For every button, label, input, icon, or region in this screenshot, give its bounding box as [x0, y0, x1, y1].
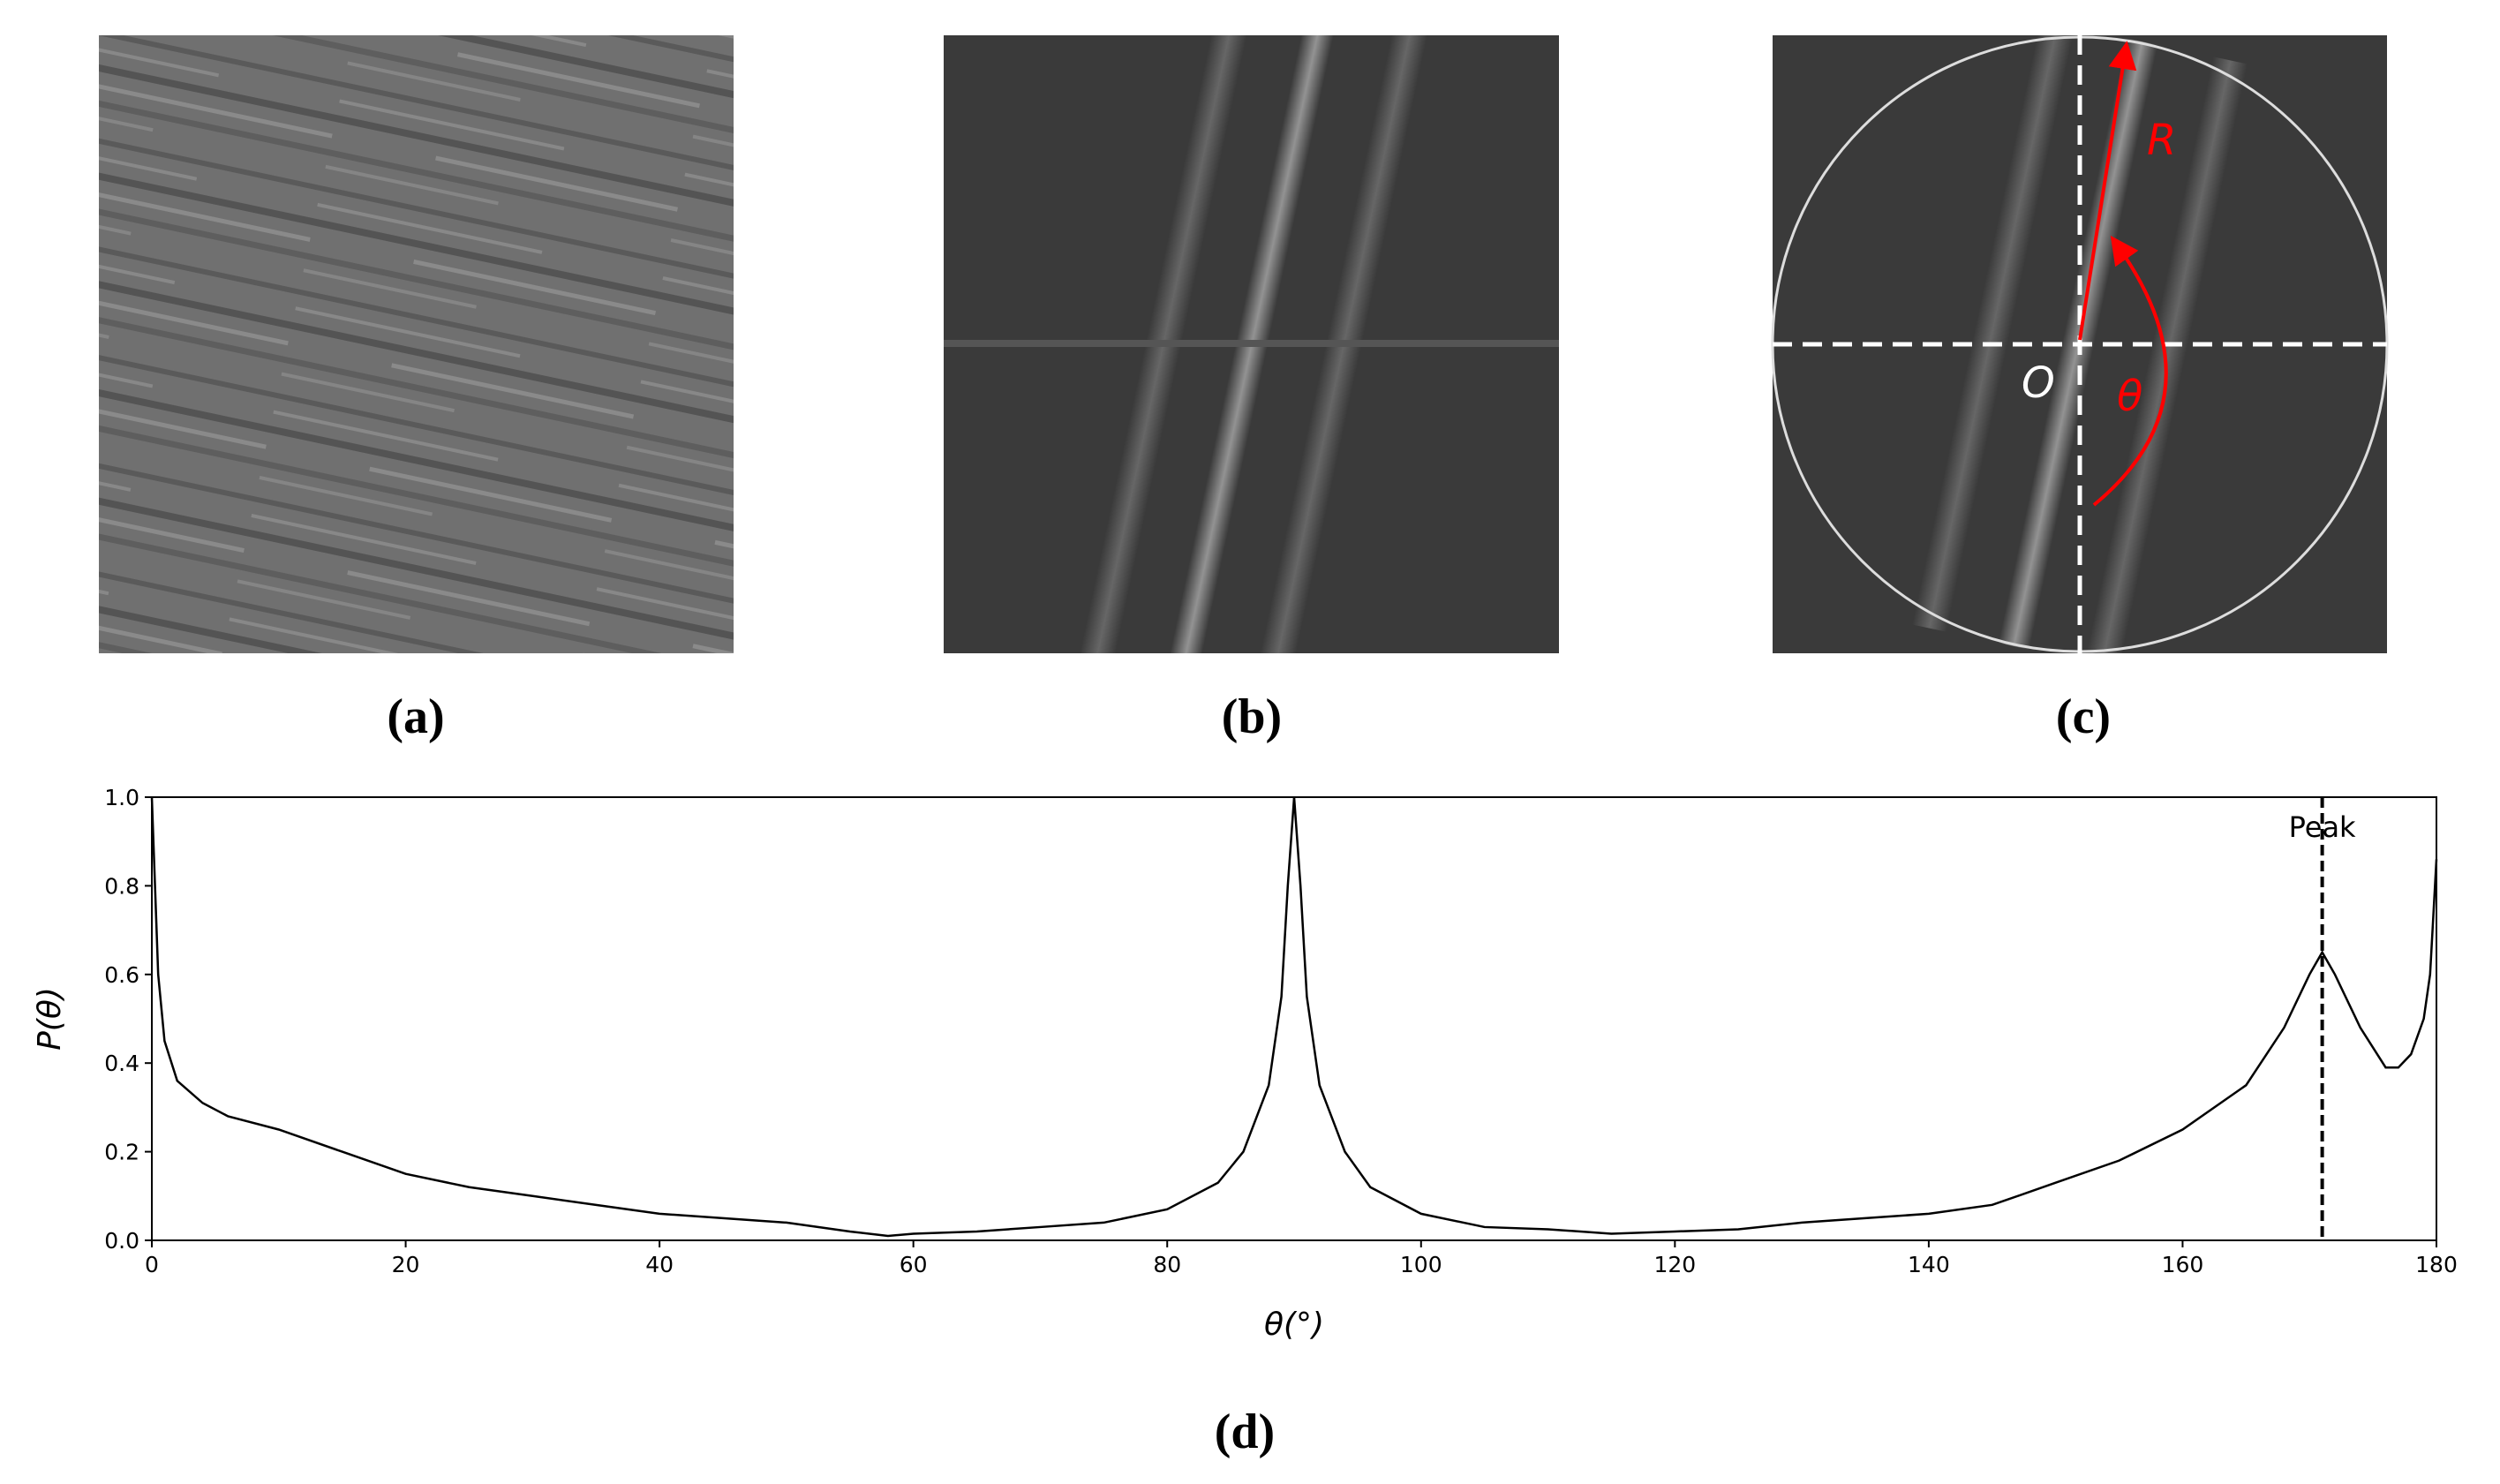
peak-label: Peak	[2289, 810, 2356, 844]
x-tick-label: 140	[1908, 1252, 1950, 1277]
y-tick-label: 1.0	[104, 785, 139, 810]
x-tick-label: 60	[900, 1252, 928, 1277]
y-tick-label: 0.2	[104, 1140, 139, 1165]
panel-label: (b)	[1222, 689, 1282, 744]
x-tick-label: 80	[1153, 1252, 1181, 1277]
plot: 0 20 40 60 80 100 120 140 160 180 0.0 0.2 0.4 0.6 0.8 1…	[104, 785, 2458, 1277]
x-tick-label: 40	[645, 1252, 674, 1277]
y-tick-label: 0.6	[104, 962, 139, 988]
origin-label: O	[2022, 358, 2055, 408]
panel-label: (c)	[2056, 689, 2111, 744]
y-tick-label: 0.0	[104, 1228, 139, 1254]
x-tick-label: 100	[1400, 1252, 1442, 1277]
panel-label: (a)	[387, 689, 444, 744]
panel-label: (d)	[1215, 1405, 1275, 1459]
y-tick-label: 0.4	[104, 1051, 139, 1076]
x-axis-label: θ(°)	[1264, 1307, 1324, 1343]
y-axis-label: P(θ)	[32, 987, 68, 1051]
texture-image	[99, 35, 734, 653]
plot-frame	[151, 796, 2437, 1241]
x-tick-label: 20	[392, 1252, 420, 1277]
radius-label: R	[2147, 116, 2176, 165]
data-line	[150, 796, 2438, 1238]
x-tick-label: 120	[1653, 1252, 1696, 1277]
x-tick-label: 0	[145, 1252, 159, 1277]
spectrum-image	[944, 0, 1559, 704]
x-tick-label: 160	[2162, 1252, 2204, 1277]
angle-label: θ	[2117, 372, 2142, 421]
polar-diagram	[1771, 19, 2389, 669]
x-tick-label: 180	[2415, 1252, 2458, 1277]
y-tick-label: 0.8	[104, 873, 139, 899]
